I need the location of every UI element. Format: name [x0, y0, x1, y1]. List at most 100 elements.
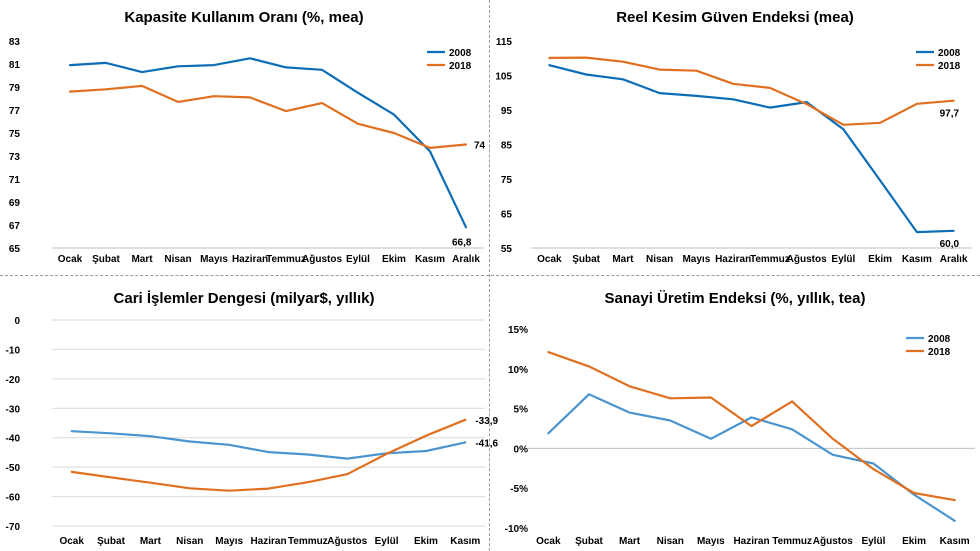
- y-tick-label: 67: [9, 221, 21, 232]
- y-tick-label: -30: [6, 404, 21, 415]
- legend-label: 2018: [928, 347, 951, 358]
- y-tick-label: -5%: [510, 484, 528, 495]
- y-tick-label: 15%: [508, 325, 528, 336]
- y-tick-label: -10: [6, 345, 21, 356]
- y-tick-label: 0: [14, 316, 20, 327]
- y-tick-label: 75: [9, 129, 21, 140]
- chart-1: Kapasite Kullanım Oranı (%, mea) 65 67 69 71…: [9, 9, 486, 265]
- end-label: -33,9: [475, 416, 498, 427]
- x-tick-label: Haziran: [733, 536, 769, 547]
- x-tick-label: Ocak: [58, 254, 83, 265]
- x-tick-label: Haziran: [715, 254, 751, 265]
- y-tick-label: 0%: [514, 444, 529, 455]
- legend-label: 2008: [449, 48, 472, 59]
- y-tick-label: 71: [9, 175, 21, 186]
- x-tick-label: Ocak: [59, 536, 84, 547]
- y-tick-label: 75: [501, 175, 513, 186]
- y-tick-label: 115: [496, 37, 513, 48]
- legend-label: 2008: [928, 334, 951, 345]
- panel-divider-horizontal: [0, 275, 980, 276]
- x-tick-label: Ağustos: [302, 254, 342, 265]
- chart-title: Sanayi Üretim Endeksi (%, yıllık, tea): [605, 290, 866, 307]
- x-tick-label: Ağustos: [787, 254, 827, 265]
- x-tick-label: Şubat: [575, 536, 603, 547]
- end-label: 60,0: [940, 239, 960, 250]
- y-tick-label: 10%: [508, 365, 528, 376]
- x-tick-label: Nisan: [164, 254, 191, 265]
- x-tick-label: Mayıs: [697, 536, 725, 547]
- series-line-s1: [70, 430, 467, 460]
- x-tick-label: Ekim: [902, 536, 926, 547]
- y-tick-label: 77: [9, 106, 21, 117]
- y-tick-label: -20: [6, 375, 21, 386]
- x-tick-label: Temmuz: [750, 254, 790, 265]
- series-line-2018: [68, 84, 468, 149]
- x-tick-label: Aralık: [940, 254, 968, 265]
- chart-title: Reel Kesim Güven Endeksi (mea): [616, 9, 854, 26]
- x-tick-label: Haziran: [250, 536, 286, 547]
- x-tick-label: Ekim: [382, 254, 406, 265]
- chart-title: Kapasite Kullanım Oranı (%, mea): [124, 9, 363, 26]
- series-line-2008: [68, 57, 468, 229]
- x-tick-label: Ağustos: [813, 536, 853, 547]
- x-tick-label: Temmuz: [772, 536, 812, 547]
- x-tick-label: Haziran: [232, 254, 268, 265]
- chart-3: Cari İşlemler Dengesi (milyar$, yıllık) -…: [6, 290, 499, 547]
- y-tick-label: -60: [6, 493, 21, 504]
- x-tick-label: Ağustos: [327, 536, 367, 547]
- y-tick-label: 81: [9, 60, 21, 71]
- series-line-2018: [547, 351, 956, 502]
- x-tick-label: Kasım: [415, 254, 445, 265]
- x-tick-label: Mayıs: [200, 254, 228, 265]
- y-tick-label: -70: [6, 522, 21, 533]
- x-tick-label: Nisan: [657, 536, 684, 547]
- x-tick-label: Mart: [131, 254, 153, 265]
- x-tick-label: Şubat: [97, 536, 125, 547]
- x-tick-label: Şubat: [572, 254, 600, 265]
- x-tick-label: Mayıs: [682, 254, 710, 265]
- x-tick-label: Ocak: [536, 536, 561, 547]
- y-tick-label: 95: [501, 106, 513, 117]
- x-tick-label: Temmuz: [266, 254, 306, 265]
- x-tick-label: Aralık: [452, 254, 480, 265]
- end-label: 97,7: [940, 109, 960, 120]
- y-tick-label: 5%: [514, 405, 529, 416]
- y-tick-label: 69: [9, 198, 21, 209]
- chart-2: Reel Kesim Güven Endeksi (mea) 55 65 75 85 95…: [495, 9, 972, 265]
- x-tick-label: Nisan: [176, 536, 203, 547]
- chart-4: Sanayi Üretim Endeksi (%, yıllık, tea) -1…: [505, 290, 975, 547]
- y-tick-label: -50: [6, 463, 21, 474]
- y-tick-label: 79: [9, 83, 21, 94]
- end-label: 66,8: [452, 237, 472, 248]
- y-tick-label: -40: [6, 434, 21, 445]
- x-tick-label: Mart: [619, 536, 641, 547]
- y-tick-label: 65: [9, 244, 21, 255]
- chart-title: Cari İşlemler Dengesi (milyar$, yıllık): [114, 290, 375, 307]
- series-line-s2: [70, 418, 467, 492]
- x-tick-label: Mart: [612, 254, 634, 265]
- legend-label: 2008: [938, 48, 961, 59]
- series-line-2008: [547, 393, 956, 522]
- x-tick-label: Şubat: [92, 254, 120, 265]
- x-tick-label: Eylül: [861, 536, 885, 547]
- y-tick-label: 65: [501, 210, 513, 221]
- x-tick-label: Kasım: [450, 536, 480, 547]
- x-tick-label: Nisan: [646, 254, 673, 265]
- end-label: 74: [474, 141, 486, 152]
- legend-label: 2018: [938, 61, 961, 72]
- y-tick-label: 73: [9, 152, 21, 163]
- x-tick-label: Kasım: [902, 254, 932, 265]
- x-tick-label: Ekim: [868, 254, 892, 265]
- legend-label: 2018: [449, 61, 472, 72]
- x-tick-label: Temmuz: [288, 536, 328, 547]
- x-tick-label: Kasım: [940, 536, 970, 547]
- x-tick-label: Eylül: [375, 536, 399, 547]
- x-tick-label: Ocak: [537, 254, 562, 265]
- x-tick-label: Mart: [140, 536, 162, 547]
- end-label: -41,6: [475, 438, 498, 449]
- y-tick-label: 85: [501, 141, 513, 152]
- series-line-2008: [548, 64, 955, 234]
- y-tick-label: 55: [501, 244, 513, 255]
- x-tick-label: Eylül: [346, 254, 370, 265]
